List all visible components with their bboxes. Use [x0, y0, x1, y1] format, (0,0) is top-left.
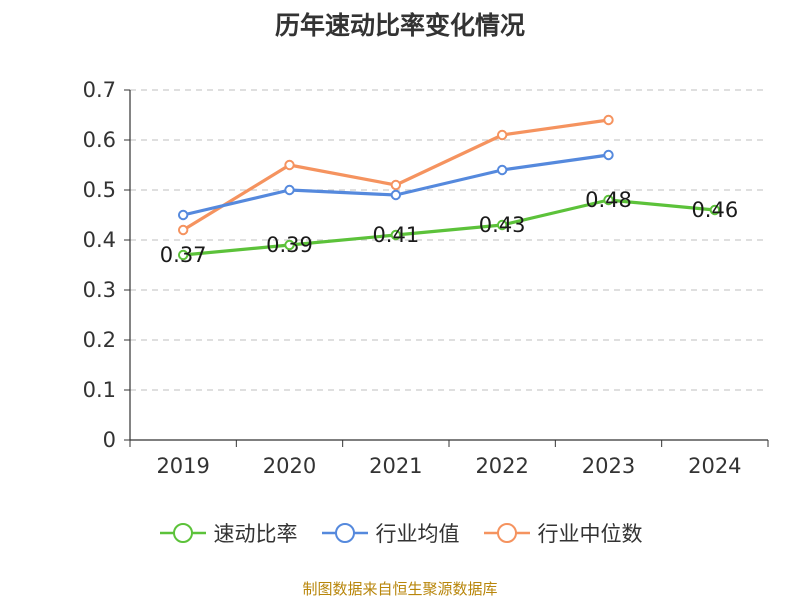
legend-swatch-marker	[334, 523, 355, 543]
axis-layer: 0 0.1 0.2 0.3 0.4 0.5 0.6 0.7 2019 2020 2021 2022 20…	[83, 78, 769, 478]
y-tick-label: 0.5	[83, 178, 116, 202]
series-layer	[177, 114, 721, 261]
data-point	[496, 219, 508, 231]
data-point	[603, 194, 614, 206]
data-point	[284, 239, 295, 251]
legend-label: 行业中位数	[537, 522, 643, 546]
legend-swatch-icon	[321, 523, 368, 543]
data-label: 0.37	[160, 243, 207, 267]
label-layer: 0.37 0.39 0.41 0.43 0.48 0.46	[160, 188, 738, 267]
y-tick-label: 0	[103, 428, 116, 452]
x-tick-label: 2020	[263, 454, 316, 478]
data-point	[603, 114, 614, 126]
legend-swatch-marker	[496, 523, 517, 543]
data-point	[390, 229, 402, 241]
data-label: 0.43	[479, 213, 526, 237]
grid-layer	[130, 89, 768, 391]
data-point	[496, 164, 508, 176]
y-tick-label: 0.6	[83, 128, 116, 152]
y-tick-label: 0.3	[83, 278, 116, 302]
y-tick-label: 0.1	[83, 378, 116, 402]
data-point	[177, 224, 189, 236]
x-tick-label: 2019	[156, 454, 209, 478]
x-tick-label: 2021	[369, 454, 422, 478]
x-tick-label: 2023	[582, 454, 635, 478]
data-point	[284, 184, 295, 196]
data-label: 0.39	[266, 233, 313, 257]
legend-label: 行业均值	[375, 522, 460, 546]
x-tick-label: 2022	[475, 454, 528, 478]
chart-legend: 速动比率 行业均值 行业中位数	[0, 518, 800, 548]
data-point	[390, 179, 402, 191]
data-point	[390, 189, 402, 201]
y-tick-label: 0.2	[83, 328, 116, 352]
chart-title: 历年速动比率变化情况	[274, 11, 525, 40]
chart-plot: 0 0.1 0.2 0.3 0.4 0.5 0.6 0.7 2019 2020 2021 2022 20…	[83, 78, 769, 478]
data-point	[177, 249, 189, 261]
legend-item[interactable]: 速动比率	[158, 518, 298, 548]
legend-label: 速动比率	[213, 522, 298, 546]
data-label: 0.46	[691, 198, 738, 222]
legend-item[interactable]: 行业中位数	[482, 518, 643, 548]
series-line-0	[181, 198, 717, 257]
data-point	[709, 204, 721, 216]
data-point	[603, 149, 614, 161]
y-tick-label: 0.7	[83, 78, 116, 102]
legend-item[interactable]: 行业均值	[320, 518, 460, 548]
data-point	[496, 129, 508, 141]
data-point	[284, 159, 295, 171]
y-tick-label: 0.4	[83, 228, 116, 252]
legend-swatch-marker	[172, 523, 193, 543]
data-label: 0.48	[585, 188, 632, 212]
legend-swatch-icon	[483, 523, 530, 543]
source-note: 制图数据来自恒生聚源数据库	[302, 580, 498, 598]
data-point	[177, 209, 189, 221]
x-tick-label: 2024	[688, 454, 741, 478]
data-label: 0.41	[372, 223, 419, 247]
legend-swatch-icon	[159, 523, 206, 543]
